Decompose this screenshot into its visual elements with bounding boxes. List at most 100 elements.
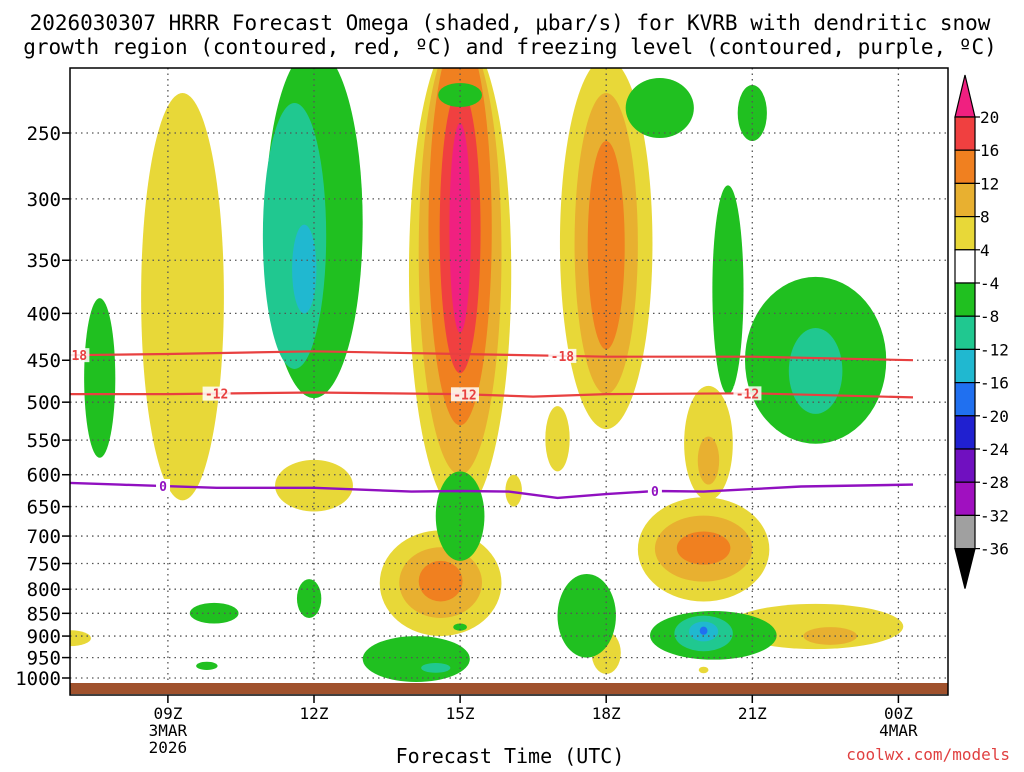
x-tick-label-12-0: 12Z bbox=[300, 704, 329, 723]
colorbar-legend: 20 16 12 8 4 -4 -8 -12 -16 -20 -24 -28 -32 -36 bbox=[954, 74, 1009, 589]
colorbar-label-2: 12 bbox=[980, 174, 999, 193]
dgz-contour-m12-2 bbox=[70, 391, 914, 399]
freezing-label-bg-0 bbox=[156, 479, 171, 494]
y-tick-label-350: 350 bbox=[27, 250, 61, 272]
omega-region-43 bbox=[699, 626, 708, 635]
freezing-label-0: 0 bbox=[159, 480, 167, 495]
omega-region-20 bbox=[697, 436, 720, 485]
colorbar-top-arrow bbox=[954, 74, 976, 118]
omega-region-23 bbox=[545, 406, 570, 472]
y-tick-label-800: 800 bbox=[27, 579, 61, 601]
colorbar-label-12: -32 bbox=[980, 506, 1009, 525]
colorbar-label-6: -8 bbox=[980, 307, 999, 326]
omega-region-38 bbox=[362, 636, 470, 682]
credit-text: coolwx.com/models bbox=[846, 745, 1010, 764]
y-tick-label-450: 450 bbox=[27, 350, 61, 372]
omega-region-47 bbox=[453, 623, 467, 631]
ground-surface bbox=[70, 683, 948, 694]
colorbar-swatch-8 bbox=[954, 382, 976, 417]
omega-region-39 bbox=[421, 662, 451, 673]
y-tick-label-250: 250 bbox=[27, 123, 61, 145]
colorbar-bottom-arrow bbox=[954, 547, 976, 589]
colorbar-swatch-11 bbox=[954, 481, 976, 517]
omega-region-37 bbox=[557, 573, 616, 658]
dgz-label-bg-0 bbox=[70, 348, 90, 363]
colorbar-label-1: 16 bbox=[980, 141, 999, 160]
colorbar-swatch-2 bbox=[954, 182, 976, 218]
colorbar-label-7: -12 bbox=[980, 340, 1009, 359]
omega-region-31 bbox=[788, 328, 843, 414]
omega-region-28 bbox=[292, 224, 317, 314]
omega-region-22 bbox=[70, 630, 91, 647]
x-tick-label-18-0: 18Z bbox=[592, 704, 621, 723]
colorbar-label-5: -4 bbox=[980, 274, 999, 293]
omega-region-35 bbox=[712, 185, 744, 395]
chart-title-line2: growth region (contoured, red, ºC) and f… bbox=[23, 35, 997, 59]
colorbar-swatch-5 bbox=[954, 282, 976, 317]
y-tick-label-700: 700 bbox=[27, 526, 61, 548]
omega-region-13 bbox=[418, 560, 463, 602]
colorbar-label-9: -20 bbox=[980, 407, 1009, 426]
dgz-label-bg-2 bbox=[202, 386, 231, 401]
omega-shading bbox=[70, 68, 904, 682]
dgz-label-1: -18 bbox=[551, 350, 575, 365]
x-tick-label-24-1: 4MAR bbox=[879, 721, 918, 740]
y-tick-label-400: 400 bbox=[27, 303, 61, 325]
y-tick-label-750: 750 bbox=[27, 554, 61, 576]
colorbar-swatch-7 bbox=[954, 348, 976, 384]
omega-region-16 bbox=[676, 531, 731, 565]
colorbar-swatch-6 bbox=[954, 315, 976, 351]
plot-frame bbox=[69, 67, 949, 696]
x-axis-label: Forecast Time (UTC) bbox=[396, 744, 625, 768]
omega-region-24 bbox=[505, 474, 522, 507]
colorbar-swatch-1 bbox=[954, 149, 976, 184]
freezing-label-1: 0 bbox=[651, 485, 659, 500]
grid-lines bbox=[70, 68, 948, 695]
freezing-label-bg-1 bbox=[647, 483, 662, 498]
y-tick-label-300: 300 bbox=[27, 189, 61, 211]
y-tick-label-500: 500 bbox=[27, 392, 61, 414]
y-tick-label-850: 850 bbox=[27, 603, 61, 625]
colorbar-swatch-12 bbox=[954, 514, 976, 550]
dgz-label-bg-4 bbox=[733, 386, 762, 401]
dgz-label-0: -18 bbox=[64, 349, 88, 364]
y-tick-label-1000: 1000 bbox=[15, 668, 61, 690]
colorbar-label-3: 8 bbox=[980, 208, 990, 227]
dgz-label-4: -12 bbox=[736, 387, 759, 402]
dgz-label-bg-3 bbox=[450, 387, 479, 402]
y-tick-label-550: 550 bbox=[27, 430, 61, 452]
omega-region-25 bbox=[698, 666, 709, 674]
omega-region-1 bbox=[141, 92, 224, 501]
y-tick-label-600: 600 bbox=[27, 465, 61, 487]
x-tick-label-9-1: 3MAR bbox=[149, 721, 188, 740]
colorbar-swatch-4 bbox=[954, 249, 976, 284]
x-tick-label-24-0: 00Z bbox=[884, 704, 913, 723]
omega-region-29 bbox=[84, 298, 116, 458]
colorbar-label-4: 4 bbox=[980, 241, 990, 260]
omega-region-32 bbox=[438, 83, 483, 107]
colorbar-label-11: -28 bbox=[980, 473, 1009, 492]
dgz-contour-m18-0 bbox=[70, 350, 914, 362]
colorbar-label-13: -36 bbox=[980, 540, 1009, 559]
omega-region-36 bbox=[435, 471, 485, 561]
freezing-level-contour bbox=[70, 481, 914, 500]
dgz-label-bg-1 bbox=[548, 348, 577, 363]
colorbar-label-0: 20 bbox=[980, 108, 999, 127]
omega-region-45 bbox=[296, 579, 322, 618]
colorbar-swatch-9 bbox=[954, 415, 976, 450]
dgz-label-3: -12 bbox=[453, 388, 476, 403]
omega-region-33 bbox=[625, 78, 694, 138]
y-tick-label-650: 650 bbox=[27, 497, 61, 519]
dgz-label-2: -12 bbox=[205, 388, 228, 403]
temperature-contours: -18 -18 -12 -12 -12 0 0 bbox=[64, 348, 914, 500]
colorbar-swatch-10 bbox=[954, 448, 976, 483]
omega-region-10 bbox=[275, 459, 353, 512]
pressure-axis: 2503003504004505005506006507007508008509… bbox=[15, 123, 70, 690]
colorbar-label-10: -24 bbox=[980, 440, 1009, 459]
x-tick-label-9-0: 09Z bbox=[153, 704, 182, 723]
x-tick-label-9-2: 2026 bbox=[149, 738, 188, 757]
colorbar-swatch-3 bbox=[954, 216, 976, 251]
